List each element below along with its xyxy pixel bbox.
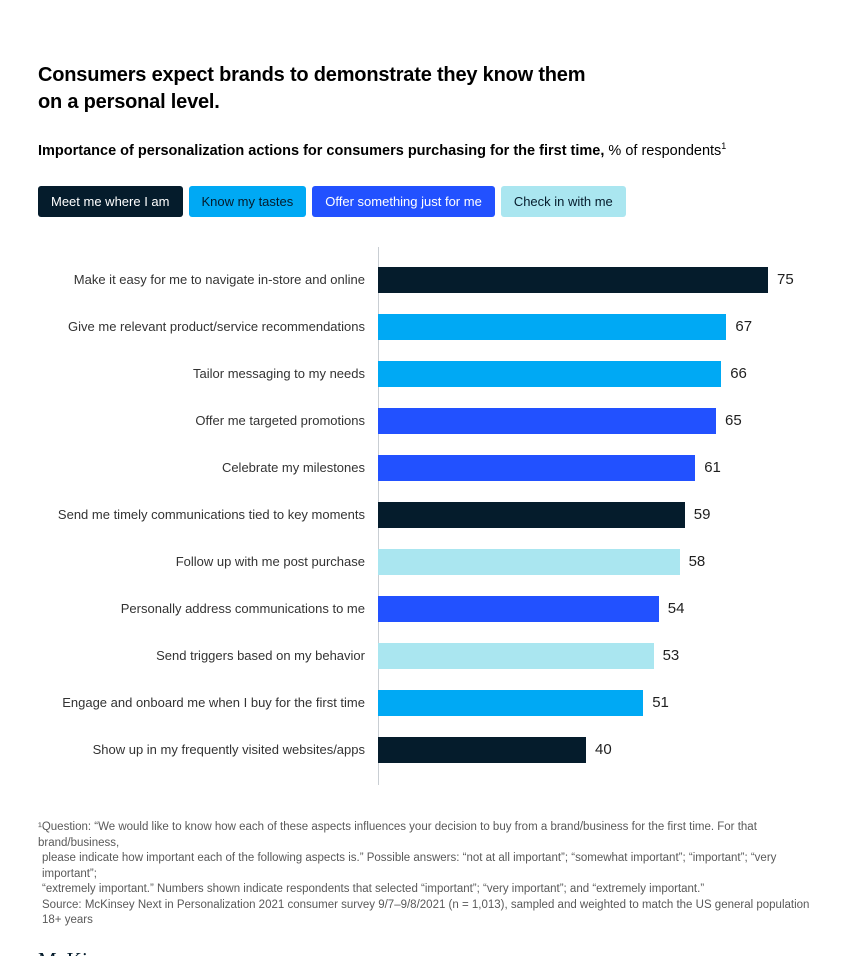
bar-row-label: Offer me targeted promotions bbox=[195, 413, 365, 428]
legend-chip[interactable]: Check in with me bbox=[500, 186, 626, 217]
bar-chart: Make it easy for me to navigate in-store… bbox=[38, 247, 828, 785]
page-title-line-2: on a personal level. bbox=[38, 91, 220, 113]
bar-row-area: 40 bbox=[378, 736, 828, 763]
bar-value-label: 54 bbox=[667, 600, 685, 617]
bar-row-area: 65 bbox=[378, 407, 828, 434]
bar-row-label: Follow up with me post purchase bbox=[175, 554, 365, 569]
bar bbox=[378, 454, 696, 481]
footnote-marker: 1 bbox=[721, 141, 727, 152]
bar-row-label: Make it easy for me to navigate in-store… bbox=[73, 272, 365, 287]
bar-row-label: Tailor messaging to my needs bbox=[193, 366, 365, 381]
chart-subtitle-units: % of respondents bbox=[604, 143, 722, 159]
bar-row-area: 58 bbox=[378, 548, 828, 575]
chart-subtitle-bold: Importance of personalization actions fo… bbox=[38, 143, 605, 159]
footnote-line: please indicate how important each of th… bbox=[42, 852, 777, 880]
legend-chip[interactable]: Offer something just for me bbox=[312, 186, 495, 217]
bar-row-label: Personally address communications to me bbox=[120, 601, 365, 616]
page-title: Consumers expect brands to demonstrate t… bbox=[38, 62, 828, 116]
bar-value-label: 65 bbox=[725, 412, 742, 429]
bar-row: Send me timely communications tied to ke… bbox=[38, 491, 828, 538]
legend-chip-label: Offer something just for me bbox=[325, 194, 482, 209]
footnote-line: “extremely important.” Numbers shown ind… bbox=[42, 883, 705, 895]
page-title-line-1: Consumers expect brands to demonstrate t… bbox=[38, 64, 586, 86]
bar-value-label: 67 bbox=[735, 318, 753, 335]
bar-row: Offer me targeted promotions 65 bbox=[38, 397, 828, 444]
bar-row-area: 61 bbox=[378, 454, 828, 481]
bar-row-label: Send triggers based on my behavior bbox=[156, 648, 365, 663]
bar-row-label: Show up in my frequently visited website… bbox=[92, 742, 365, 757]
bar-value-label: 40 bbox=[595, 741, 612, 758]
bar bbox=[378, 548, 680, 575]
bar bbox=[378, 736, 586, 763]
bar bbox=[378, 501, 685, 528]
chart-subtitle: Importance of personalization actions fo… bbox=[38, 141, 828, 161]
bar-row-area: 59 bbox=[378, 501, 828, 528]
bar-row: Celebrate my milestones 61 bbox=[38, 444, 828, 491]
bar-row: Send triggers based on my behavior 53 bbox=[38, 632, 828, 679]
bar bbox=[378, 642, 654, 669]
bar-row-area: 66 bbox=[378, 360, 828, 387]
bar-row-label: Celebrate my milestones bbox=[221, 460, 365, 475]
bar bbox=[378, 313, 727, 340]
bar bbox=[378, 689, 644, 716]
bar-value-label: 61 bbox=[704, 459, 721, 476]
bar-row-area: 54 bbox=[378, 595, 828, 622]
legend-chip[interactable]: Know my tastes bbox=[188, 186, 307, 217]
mckinsey-logo-line-1: McKinsey bbox=[38, 948, 828, 956]
legend-chip-label: Know my tastes bbox=[201, 194, 294, 209]
legend-chip[interactable]: Meet me where I am bbox=[38, 186, 183, 217]
bar-row: Make it easy for me to navigate in-store… bbox=[38, 256, 828, 303]
bar-row: Show up in my frequently visited website… bbox=[38, 726, 828, 773]
footnote: ¹Question: “We would like to know how ea… bbox=[38, 820, 828, 929]
bar-value-label: 51 bbox=[652, 694, 669, 711]
bar-row-area: 75 bbox=[378, 266, 828, 293]
bar bbox=[378, 266, 768, 293]
bar-row-area: 51 bbox=[378, 689, 828, 716]
bar-value-label: 53 bbox=[662, 647, 680, 664]
chart-legend: Meet me where I am Know my tastes Offer … bbox=[38, 186, 828, 217]
footnote-line: Source: McKinsey Next in Personalization… bbox=[42, 898, 810, 927]
bar-row: Tailor messaging to my needs 66 bbox=[38, 350, 828, 397]
bar-row-label: Give me relevant product/service recomme… bbox=[68, 319, 365, 334]
bar-row: Follow up with me post purchase 58 bbox=[38, 538, 828, 585]
bar-row-area: 53 bbox=[378, 642, 828, 669]
bar bbox=[378, 595, 659, 622]
bar-row: Personally address communications to me … bbox=[38, 585, 828, 632]
bar-chart-rows: Make it easy for me to navigate in-store… bbox=[38, 247, 828, 785]
bar-row: Give me relevant product/service recomme… bbox=[38, 303, 828, 350]
mckinsey-logo: McKinsey & Company bbox=[38, 948, 828, 956]
bar-value-label: 66 bbox=[730, 365, 747, 382]
bar-row-label: Engage and onboard me when I buy for the… bbox=[62, 695, 365, 710]
bar-row-label: Send me timely communications tied to ke… bbox=[57, 507, 365, 522]
bar bbox=[378, 407, 716, 434]
bar-value-label: 58 bbox=[688, 553, 706, 570]
legend-chip-label: Check in with me bbox=[513, 194, 613, 209]
footnote-line: ¹Question: “We would like to know how ea… bbox=[38, 821, 757, 849]
legend-chip-label: Meet me where I am bbox=[51, 194, 170, 209]
bar bbox=[378, 360, 722, 387]
bar-row-area: 67 bbox=[378, 313, 828, 340]
bar-value-label: 75 bbox=[777, 271, 794, 288]
bar-value-label: 59 bbox=[693, 506, 711, 523]
bar-row: Engage and onboard me when I buy for the… bbox=[38, 679, 828, 726]
